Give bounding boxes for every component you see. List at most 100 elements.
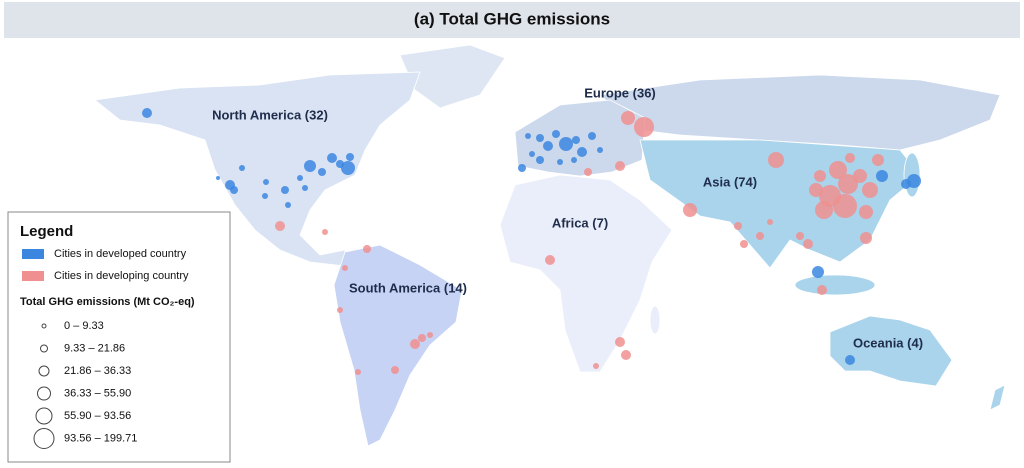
city-marker [621,111,635,125]
region-label: North America (32) [212,107,328,122]
city-marker [845,153,855,163]
region-label: South America (14) [349,280,467,295]
region-label: Asia (74) [703,174,757,189]
city-marker [391,366,399,374]
city-marker [817,285,827,295]
legend-title: Legend [20,223,73,240]
legend-box [7,211,231,463]
size-label: 9.33 – 21.86 [64,342,125,354]
city-marker [559,137,573,151]
size-symbol [33,428,55,449]
city-marker [876,170,888,182]
legend-size-title: Total GHG emissions (Mt CO₂-eq) [20,296,195,308]
size-label: 0 – 9.33 [64,320,104,332]
city-marker [833,194,857,218]
city-marker [572,136,580,144]
land [94,44,1006,447]
city-marker [838,174,858,194]
city-marker [767,219,773,225]
city-marker [597,147,603,153]
city-marker [518,164,526,172]
city-marker [536,156,544,164]
size-label: 55.90 – 93.56 [64,410,131,422]
city-marker [615,161,625,171]
city-marker [410,339,420,349]
city-marker [545,255,555,265]
city-marker [304,160,316,172]
legend-label: Cities in developing country [54,270,189,282]
size-label: 21.86 – 36.33 [64,365,131,377]
city-marker [525,133,531,139]
city-marker [803,239,813,249]
city-marker [756,232,764,240]
north-america [94,71,421,267]
city-marker [872,154,884,166]
size-symbol [41,323,47,329]
city-marker [239,165,245,171]
city-marker [814,170,826,182]
city-marker [859,205,873,219]
city-marker [577,147,587,157]
city-marker [322,229,328,235]
city-marker [734,222,742,230]
region-label: Africa (7) [552,215,608,230]
city-marker [615,337,625,347]
city-marker [262,193,268,199]
city-marker [860,232,872,244]
city-marker [285,202,291,208]
city-marker [683,203,697,217]
greenland [399,44,506,109]
city-marker [740,240,748,248]
city-marker [275,221,285,231]
city-marker [634,117,654,137]
region-label: Oceania (4) [853,335,923,350]
city-marker [862,182,878,198]
city-marker [621,350,631,360]
city-marker [557,159,563,165]
city-marker [853,169,867,183]
legend: Legend Total GHG emissions (Mt CO₂-eq) C… [7,211,231,463]
australia [829,315,953,387]
city-marker [552,130,560,138]
city-marker [584,168,592,176]
city-marker [529,151,535,157]
city-marker [593,363,599,369]
indonesia [794,274,876,296]
city-marker [588,132,596,140]
city-marker [355,369,361,375]
region-label: Europe (36) [584,85,656,100]
title: (a) Total GHG emissions [414,9,610,28]
legend-swatch [22,271,44,281]
city-marker [142,108,152,118]
city-marker [263,179,269,185]
africa [499,174,673,373]
city-marker [281,186,289,194]
title-bar [4,2,1020,38]
city-marker [337,307,343,313]
city-marker [571,157,577,163]
city-marker [216,176,220,180]
city-marker [829,161,847,179]
city-marker [809,183,823,197]
city-marker [341,161,355,175]
city-marker [768,152,784,168]
madagascar [649,305,661,335]
city-marker [536,134,544,142]
south-america [333,244,463,447]
city-marker [845,355,855,365]
europe [514,99,646,177]
city-marker [427,332,433,338]
size-symbol [40,344,48,353]
legend-label: Cities in developed country [54,248,187,260]
city-marker [363,245,371,253]
city-marker [230,186,238,194]
region-labels: North America (32) Europe (36) Asia (74) Af… [212,85,923,350]
city-marker [297,175,303,181]
city-marker [812,266,824,278]
size-label: 36.33 – 55.90 [64,387,131,399]
city-marker [327,153,337,163]
new-zealand [989,384,1006,411]
city-marker [342,265,348,271]
